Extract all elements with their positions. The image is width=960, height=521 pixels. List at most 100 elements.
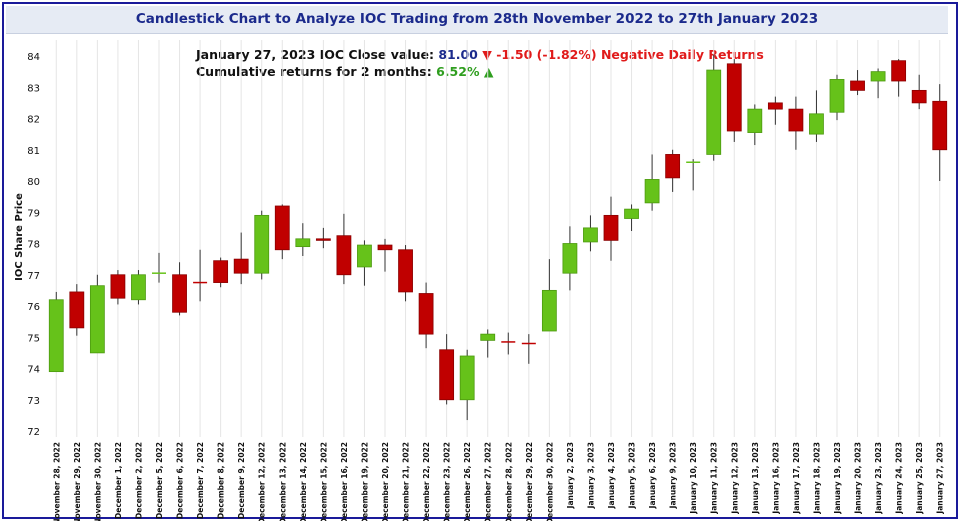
close-date-label: January 27, 2023 IOC Close value: [196, 47, 434, 62]
candle [131, 270, 146, 305]
y-tick-label: 82 [27, 115, 40, 126]
x-tick-label: December 21, 2022 [402, 442, 411, 521]
candle-body [891, 60, 907, 82]
y-tick-label: 76 [27, 302, 40, 313]
x-tick-label: January 5, 2023 [628, 442, 637, 509]
y-tick-label: 80 [27, 177, 40, 188]
candles [48, 54, 948, 421]
x-tick-label: December 28, 2022 [504, 442, 513, 521]
close-value: 81.00 [438, 47, 478, 62]
candle-body [377, 244, 393, 251]
candle [439, 334, 455, 405]
candle-body [336, 235, 352, 276]
candle-body [850, 80, 865, 91]
candle [357, 240, 372, 286]
candle [459, 349, 475, 421]
candle-body [439, 349, 455, 401]
candle [193, 249, 208, 302]
candle-body [213, 260, 229, 283]
x-tick-label: December 29, 2022 [525, 442, 534, 521]
y-tick-label: 73 [27, 396, 40, 407]
candle [398, 245, 413, 302]
x-tick-label: January 18, 2023 [812, 442, 821, 515]
x-tick-label: December 22, 2022 [422, 442, 431, 521]
x-tick-label: December 8, 2022 [217, 442, 226, 519]
x-tick-label: January 16, 2023 [771, 442, 780, 515]
candle-body [110, 274, 126, 299]
x-tick-label: December 15, 2022 [319, 442, 328, 521]
candle [747, 104, 763, 146]
x-tick-label: December 19, 2022 [360, 442, 369, 521]
y-tick-label: 84 [27, 52, 40, 63]
x-tick-label: January 25, 2023 [915, 442, 924, 515]
x-tick-label: December 30, 2022 [545, 442, 554, 521]
x-tick-label: January 19, 2023 [833, 442, 842, 515]
candle [336, 213, 352, 285]
x-tick-label: January 27, 2023 [936, 442, 945, 515]
candle-body [624, 208, 639, 219]
candle [541, 259, 557, 332]
candle-body [562, 243, 578, 274]
x-tick-label: January 13, 2023 [751, 442, 760, 515]
x-tick-label: November 29, 2022 [73, 442, 82, 521]
candle-body [233, 258, 249, 274]
candle-body [131, 274, 146, 301]
chart-title: Candlestick Chart to Analyze IOC Trading… [6, 6, 948, 34]
candle [706, 54, 722, 161]
candle [911, 74, 927, 110]
candle-body [726, 63, 742, 132]
candle [583, 215, 598, 252]
candle [809, 90, 824, 142]
candle [624, 204, 639, 231]
x-tick-label: January 12, 2023 [730, 442, 739, 515]
y-tick-label: 77 [27, 271, 40, 282]
candle-body [644, 179, 660, 204]
x-tick-label: December 6, 2022 [176, 442, 185, 519]
candle [48, 291, 64, 373]
candle [295, 223, 311, 256]
candle [377, 238, 393, 272]
candle [829, 74, 845, 121]
x-tick-label: December 14, 2022 [299, 442, 308, 521]
candle-body [809, 113, 824, 135]
y-axis: 72 73 74 75 76 77 78 79 80 81 82 83 84 [27, 52, 40, 438]
candle [152, 252, 166, 283]
y-tick-label: 72 [27, 427, 40, 438]
candle-body [459, 355, 475, 401]
x-tick-label: December 27, 2022 [484, 442, 493, 521]
candle [274, 204, 290, 260]
x-tick-label: December 16, 2022 [340, 442, 349, 521]
candle-body [315, 238, 331, 241]
candle-body [870, 71, 886, 82]
x-tick-label: December 1, 2022 [114, 442, 123, 519]
candle [870, 68, 886, 99]
candle-body [603, 214, 619, 241]
candle [562, 226, 578, 291]
down-arrow-icon: ▼ [482, 47, 492, 62]
x-tick-label: January 24, 2023 [895, 442, 904, 515]
candle [850, 70, 865, 96]
candle [233, 232, 249, 285]
candle [213, 257, 229, 288]
x-tick-label: December 23, 2022 [443, 442, 452, 521]
y-axis-label: IOC Share Price [14, 193, 25, 281]
candle [89, 274, 105, 354]
candle [501, 332, 516, 355]
candle-body [829, 79, 845, 113]
x-tick-label: January 4, 2023 [607, 442, 616, 509]
y-tick-label: 74 [27, 365, 40, 376]
x-tick-label: November 28, 2022 [52, 442, 61, 521]
candle [788, 96, 804, 150]
y-tick-label: 75 [27, 333, 40, 344]
grid-lines [55, 40, 941, 437]
candle-body [295, 238, 311, 248]
candle-body [788, 108, 804, 132]
candle [172, 262, 187, 316]
x-tick-label: December 20, 2022 [381, 442, 390, 521]
x-tick-label: January 11, 2023 [710, 442, 719, 515]
y-tick-label: 81 [27, 146, 40, 157]
x-tick-label: December 9, 2022 [237, 442, 246, 519]
candle [480, 329, 496, 358]
candle-body [747, 108, 763, 133]
